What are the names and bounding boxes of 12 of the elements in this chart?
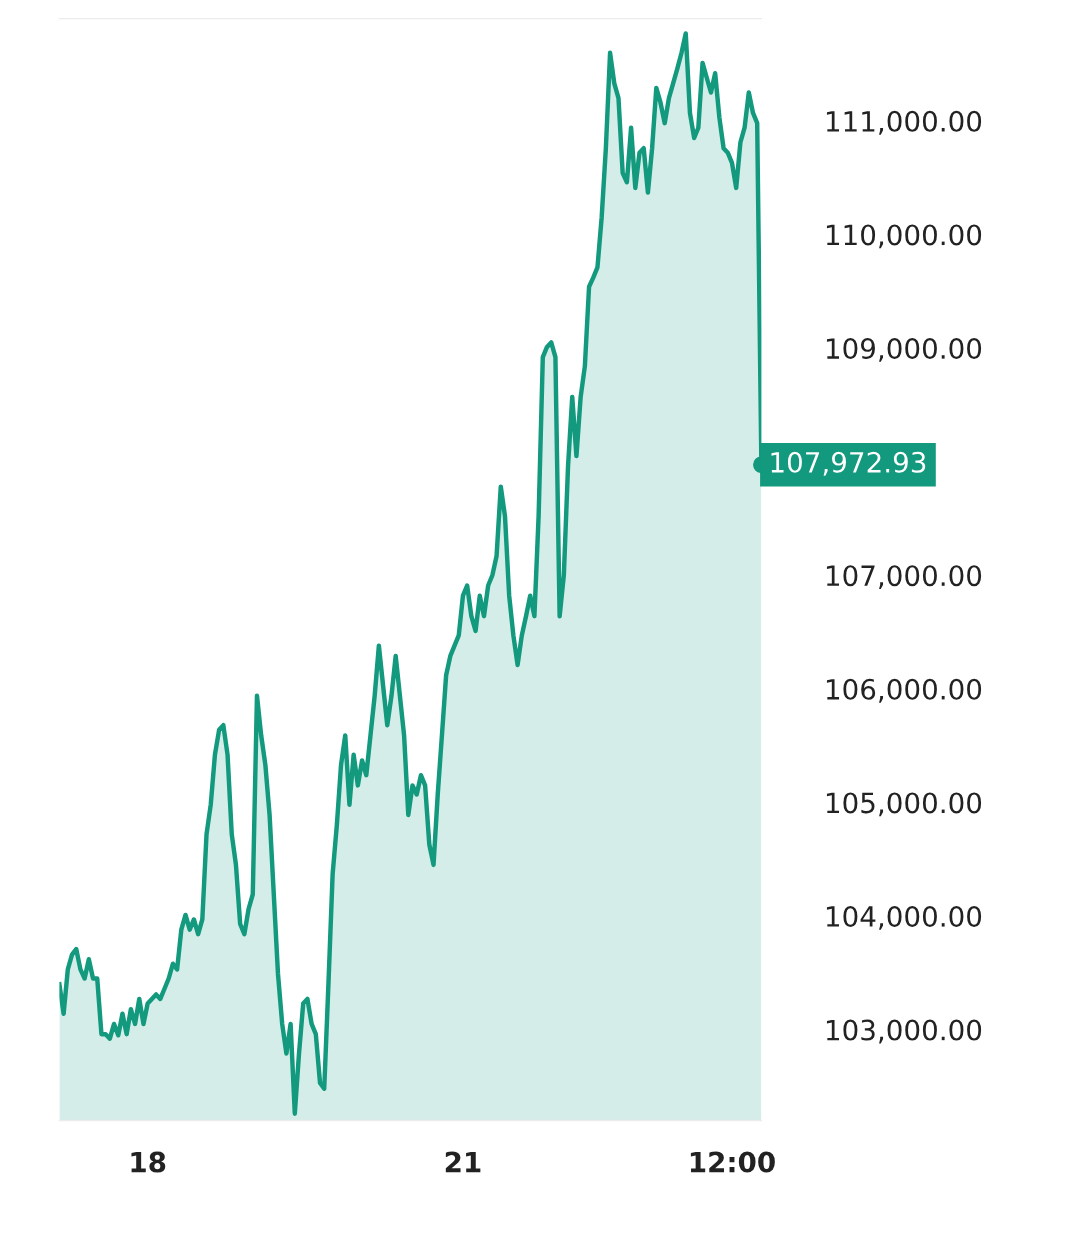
text: 107,972.93: [771, 451, 926, 476]
y-tick-label: 106,000.00: [826, 678, 982, 703]
y-tick-label: 103,000.00: [826, 1019, 982, 1044]
y-tick-label: 109,000.00: [826, 338, 982, 362]
y-tick-label: 105,000.00: [826, 792, 982, 817]
x-tick-label: 18: [131, 1151, 166, 1173]
y-tick-label: 107,000.00: [826, 565, 982, 590]
x-tick-label: 21: [445, 1151, 481, 1173]
y-tick-label: 111,000.00: [826, 110, 982, 135]
y-tick-label: 104,000.00: [826, 905, 982, 930]
y-tick-label: 110,000.00: [826, 224, 982, 249]
x-tick-label: 12:00: [690, 1151, 775, 1173]
